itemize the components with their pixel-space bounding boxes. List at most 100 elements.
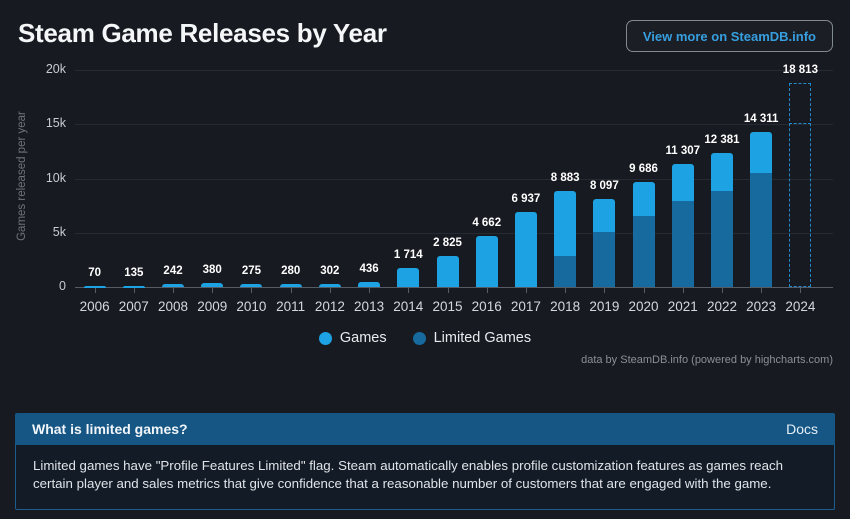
legend-label: Games bbox=[339, 330, 387, 346]
x-tick-2021 bbox=[682, 288, 684, 293]
bar-games-2014[interactable] bbox=[397, 268, 420, 287]
value-label-2011: 280 bbox=[281, 264, 301, 277]
x-axis-label-2006: 2006 bbox=[79, 299, 110, 314]
x-tick-2008 bbox=[173, 288, 175, 293]
x-axis-label-2014: 2014 bbox=[393, 299, 424, 314]
value-label-2020: 9 686 bbox=[629, 162, 658, 175]
value-label-2012: 302 bbox=[320, 264, 340, 277]
bar-games-2006[interactable] bbox=[83, 286, 106, 289]
bar-games-2021[interactable] bbox=[671, 164, 694, 201]
info-panel-body: Limited games have "Profile Features Lim… bbox=[15, 445, 835, 510]
x-tick-2024 bbox=[800, 288, 802, 293]
view-more-button[interactable]: View more on SteamDB.info bbox=[625, 20, 833, 52]
projected-bar-2024[interactable] bbox=[789, 82, 812, 287]
x-tick-2011 bbox=[290, 288, 292, 293]
x-axis-label-2008: 2008 bbox=[157, 299, 189, 314]
value-label-2022: 12 381 bbox=[704, 133, 740, 146]
docs-link[interactable]: Docs bbox=[786, 421, 818, 437]
chart-attribution[interactable]: data by SteamDB.info (powered by highcha… bbox=[581, 354, 833, 366]
x-axis-label-2017: 2017 bbox=[510, 299, 541, 314]
x-tick-2023 bbox=[761, 288, 763, 293]
x-axis-label-2024: 2024 bbox=[785, 299, 816, 314]
value-label-2019: 8 097 bbox=[589, 180, 619, 193]
value-label-2007: 135 bbox=[124, 266, 144, 279]
bar-limited-2018[interactable] bbox=[554, 256, 577, 287]
gridline-5k bbox=[75, 232, 833, 234]
info-panel-title: What is limited games? bbox=[32, 421, 188, 437]
bar-games-2007[interactable] bbox=[122, 285, 145, 288]
bar-games-2012[interactable] bbox=[318, 283, 341, 287]
bar-limited-2020[interactable] bbox=[632, 215, 655, 287]
x-tick-2017 bbox=[525, 288, 527, 293]
x-axis-label-2018: 2018 bbox=[550, 299, 581, 314]
x-tick-2006 bbox=[94, 288, 96, 293]
value-label-2009: 380 bbox=[202, 263, 222, 276]
value-label-2018: 8 883 bbox=[550, 171, 580, 184]
y-axis-label-5k: 5k bbox=[52, 224, 66, 239]
bar-games-2018[interactable] bbox=[554, 190, 577, 257]
bar-limited-2021[interactable] bbox=[671, 200, 694, 287]
bar-limited-2023[interactable] bbox=[750, 173, 773, 287]
bar-games-2015[interactable] bbox=[436, 256, 459, 287]
x-axis-label-2016: 2016 bbox=[471, 299, 502, 314]
x-axis-label-2007: 2007 bbox=[118, 299, 149, 314]
x-axis-label-2023: 2023 bbox=[746, 299, 777, 314]
x-axis-label-2009: 2009 bbox=[197, 299, 228, 314]
bar-games-2011[interactable] bbox=[279, 283, 302, 287]
value-label-2016: 4 662 bbox=[472, 217, 502, 230]
value-label-2010: 275 bbox=[241, 265, 262, 278]
legend-item-games[interactable]: Games bbox=[318, 330, 387, 346]
x-tick-2012 bbox=[329, 288, 331, 293]
gridline-15k bbox=[75, 124, 833, 126]
gridline-20k bbox=[75, 70, 833, 71]
x-axis-label-2015: 2015 bbox=[432, 299, 463, 314]
value-label-2015: 2 825 bbox=[433, 237, 462, 250]
view-more-button-label: View more on SteamDB.info bbox=[642, 28, 816, 44]
x-tick-2007 bbox=[133, 288, 135, 293]
legend-dot-icon bbox=[412, 331, 426, 345]
bar-games-2008[interactable] bbox=[162, 284, 185, 287]
x-tick-2009 bbox=[212, 288, 214, 293]
x-tick-2019 bbox=[604, 288, 606, 293]
value-label-2023: 14 311 bbox=[743, 112, 779, 125]
x-axis-label-2012: 2012 bbox=[314, 299, 345, 314]
chart-legend: Games Limited Games bbox=[0, 330, 850, 346]
bar-games-2010[interactable] bbox=[240, 284, 263, 287]
page-title: Steam Game Releases by Year bbox=[18, 18, 387, 48]
bar-games-2017[interactable] bbox=[514, 211, 537, 287]
x-axis-label-2020: 2020 bbox=[628, 299, 659, 314]
value-label-2014: 1 714 bbox=[393, 249, 423, 262]
x-axis-label-2013: 2013 bbox=[354, 299, 385, 314]
x-axis-label-2010: 2010 bbox=[236, 299, 267, 314]
value-label-2008: 242 bbox=[163, 265, 183, 278]
value-label-2006: 70 bbox=[88, 267, 101, 280]
x-tick-2016 bbox=[486, 288, 488, 293]
x-tick-2010 bbox=[251, 288, 253, 293]
legend-label: Limited Games bbox=[433, 330, 532, 346]
x-tick-2022 bbox=[721, 288, 723, 293]
x-axis-label-2021: 2021 bbox=[667, 299, 698, 314]
bar-games-2016[interactable] bbox=[475, 236, 498, 287]
bar-limited-2019[interactable] bbox=[593, 231, 616, 287]
value-label-2024: 18 813 bbox=[782, 63, 818, 76]
x-axis-label-2022: 2022 bbox=[706, 299, 737, 314]
legend-item-limited-games[interactable]: Limited Games bbox=[412, 330, 532, 346]
x-axis-label-2019: 2019 bbox=[589, 299, 620, 314]
bar-games-2020[interactable] bbox=[632, 181, 655, 216]
bar-games-2013[interactable] bbox=[358, 282, 381, 287]
y-axis-label-20k: 20k bbox=[45, 62, 66, 76]
bar-games-2019[interactable] bbox=[593, 199, 616, 232]
gridline-0 bbox=[75, 287, 833, 288]
x-tick-2015 bbox=[447, 288, 449, 293]
bar-games-2009[interactable] bbox=[201, 282, 224, 287]
bar-limited-2022[interactable] bbox=[710, 190, 733, 287]
bar-games-2022[interactable] bbox=[710, 152, 733, 191]
x-tick-2014 bbox=[408, 288, 410, 293]
value-label-2017: 6 937 bbox=[511, 192, 541, 205]
bar-games-2023[interactable] bbox=[750, 131, 773, 174]
y-axis-label-15k: 15k bbox=[45, 116, 66, 131]
value-label-2021: 11 307 bbox=[665, 145, 701, 158]
releases-by-year-chart: Games released per year 0 5k 10k 15k 20k 70 20… bbox=[16, 62, 833, 314]
limited-games-info-panel: What is limited games? Docs Limited game… bbox=[15, 413, 835, 510]
